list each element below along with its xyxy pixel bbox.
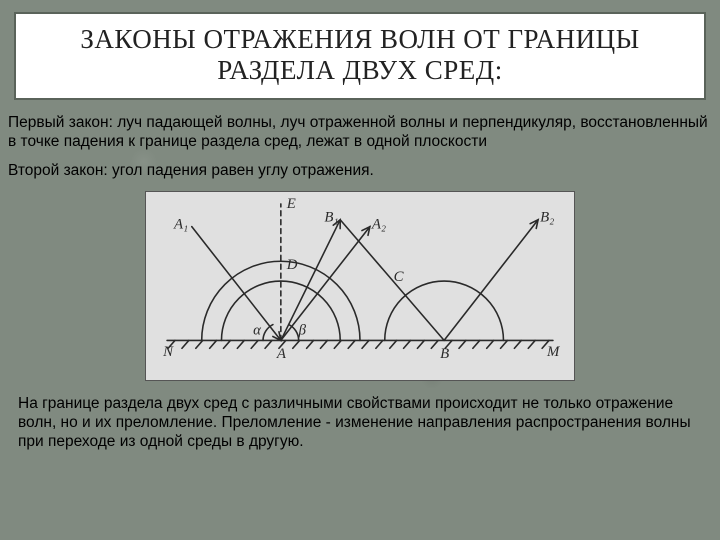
svg-text:A₂: A₂ <box>371 216 386 232</box>
reflection-diagram: N M A B E A₁ A₂ B₁ B₂ D Cα β <box>145 191 575 381</box>
svg-text:M: M <box>546 344 561 360</box>
refraction-note: На границе раздела двух сред с различным… <box>18 395 702 452</box>
bottom-paragraph: На границе раздела двух сред с различным… <box>0 395 720 452</box>
svg-text:B₂: B₂ <box>540 209 554 225</box>
svg-text:A₁: A₁ <box>173 216 188 232</box>
diagram-svg: N M A B E A₁ A₂ B₁ B₂ D Cα β <box>146 192 574 380</box>
laws-text: Первый закон: луч падающей волны, луч от… <box>0 114 720 181</box>
svg-text:N: N <box>162 344 174 360</box>
svg-text:D: D <box>286 257 298 273</box>
svg-text:E: E <box>286 196 296 212</box>
law-1-text: Первый закон: луч падающей волны, луч от… <box>8 114 714 152</box>
svg-text:A: A <box>276 346 287 362</box>
slide: ЗАКОНЫ ОТРАЖЕНИЯ ВОЛН ОТ ГРАНИЦЫ РАЗДЕЛА… <box>0 0 720 540</box>
svg-text:α: α <box>253 322 262 338</box>
svg-text:C: C <box>394 269 405 285</box>
svg-text:β: β <box>298 322 307 338</box>
title-box: ЗАКОНЫ ОТРАЖЕНИЯ ВОЛН ОТ ГРАНИЦЫ РАЗДЕЛА… <box>14 12 706 100</box>
svg-text:B: B <box>440 346 449 362</box>
diagram-container: N M A B E A₁ A₂ B₁ B₂ D Cα β <box>0 191 720 381</box>
slide-title: ЗАКОНЫ ОТРАЖЕНИЯ ВОЛН ОТ ГРАНИЦЫ РАЗДЕЛА… <box>34 24 686 86</box>
law-2-text: Второй закон: угол падения равен углу от… <box>8 162 714 181</box>
svg-text:B₁: B₁ <box>324 209 338 225</box>
